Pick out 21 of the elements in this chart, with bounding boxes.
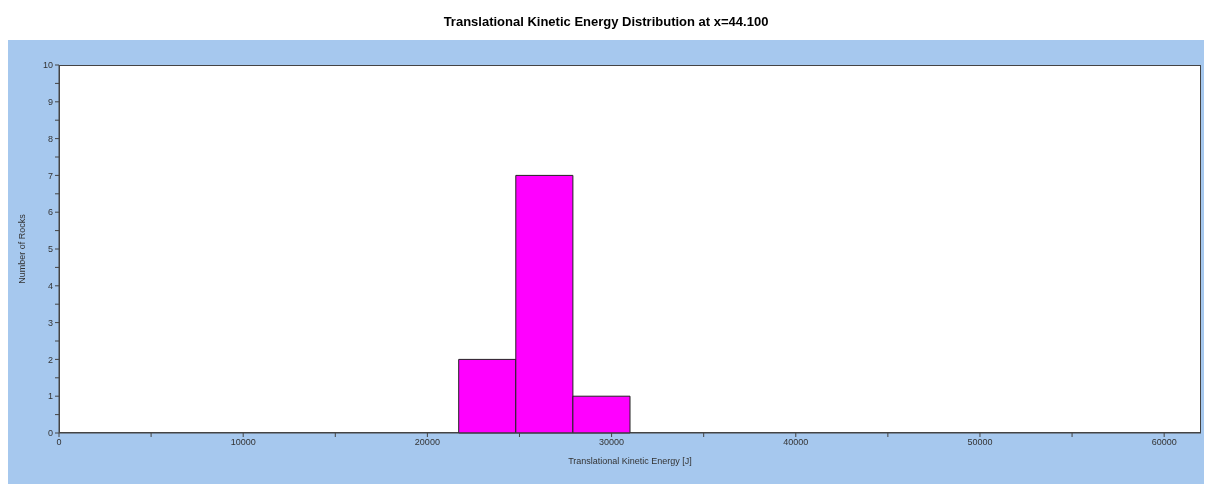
y-tick-label: 10	[42, 60, 53, 71]
x-tick-label: 30000	[599, 437, 625, 448]
x-tick-label: 10000	[230, 437, 256, 448]
x-tick-label: 60000	[1151, 437, 1177, 448]
y-tick-label: 0	[47, 428, 53, 439]
y-axis-title: Number of Rocks	[17, 213, 28, 284]
y-tick-label: 7	[47, 170, 53, 181]
chart-title: Translational Kinetic Energy Distribution at x=44.100	[442, 13, 770, 31]
x-tick-label: 0	[56, 437, 62, 448]
x-tick-label: 20000	[414, 437, 440, 448]
x-tick-label: 50000	[967, 437, 993, 448]
y-tick-label: 5	[47, 244, 53, 255]
y-tick-label: 9	[47, 97, 53, 107]
x-tick-label: 40000	[783, 437, 809, 448]
y-tick-label: 2	[47, 354, 53, 365]
y-tick-label: 4	[47, 280, 53, 291]
y-tick-label: 8	[47, 133, 53, 144]
x-axis-title: Translational Kinetic Energy [J]	[568, 456, 692, 466]
y-tick-label: 1	[47, 391, 53, 402]
y-tick-label: 3	[47, 317, 53, 328]
y-tick-label: 6	[47, 207, 53, 218]
